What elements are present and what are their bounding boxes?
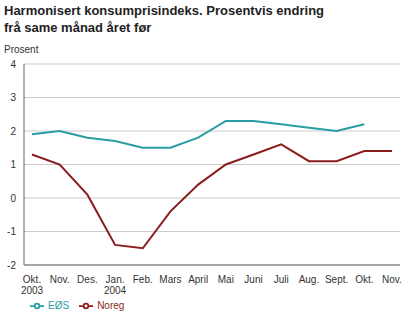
- svg-text:-1: -1: [8, 226, 16, 237]
- svg-text:0: 0: [10, 193, 16, 204]
- svg-text:4: 4: [10, 59, 16, 70]
- svg-text:Juni: Juni: [244, 274, 262, 285]
- svg-text:3: 3: [10, 92, 16, 103]
- html-text:EØS: EØS: [48, 299, 70, 311]
- svg-text:Mai: Mai: [218, 274, 234, 285]
- svg-text:Juli: Juli: [274, 274, 289, 285]
- svg-text:-2: -2: [8, 260, 16, 271]
- svg-text:Aug.: Aug.: [299, 274, 320, 285]
- svg-text:Nov.: Nov.: [50, 274, 70, 285]
- svg-text:Sept.: Sept.: [325, 274, 348, 285]
- svg-text:1: 1: [10, 159, 16, 170]
- svg-text:2: 2: [10, 126, 16, 137]
- html-text:Noreg: Noreg: [97, 299, 125, 311]
- svg-text:Okt.: Okt.: [355, 274, 373, 285]
- html-text:Prosent: Prosent: [4, 44, 39, 55]
- svg-text:April: April: [188, 274, 208, 285]
- html-text:Harmonisert konsumprisindeks.: Harmonisert konsumprisindeks. Prosentvis…: [4, 3, 324, 35]
- svg-text:Des.: Des.: [77, 274, 98, 285]
- svg-text:Okt.2003: Okt.2003: [21, 274, 44, 296]
- svg-text:Jan.2004: Jan.2004: [104, 274, 127, 296]
- svg-text:Nov.: Nov.: [382, 274, 402, 285]
- svg-text:Feb.: Feb.: [133, 274, 153, 285]
- svg-text:Mars: Mars: [159, 274, 181, 285]
